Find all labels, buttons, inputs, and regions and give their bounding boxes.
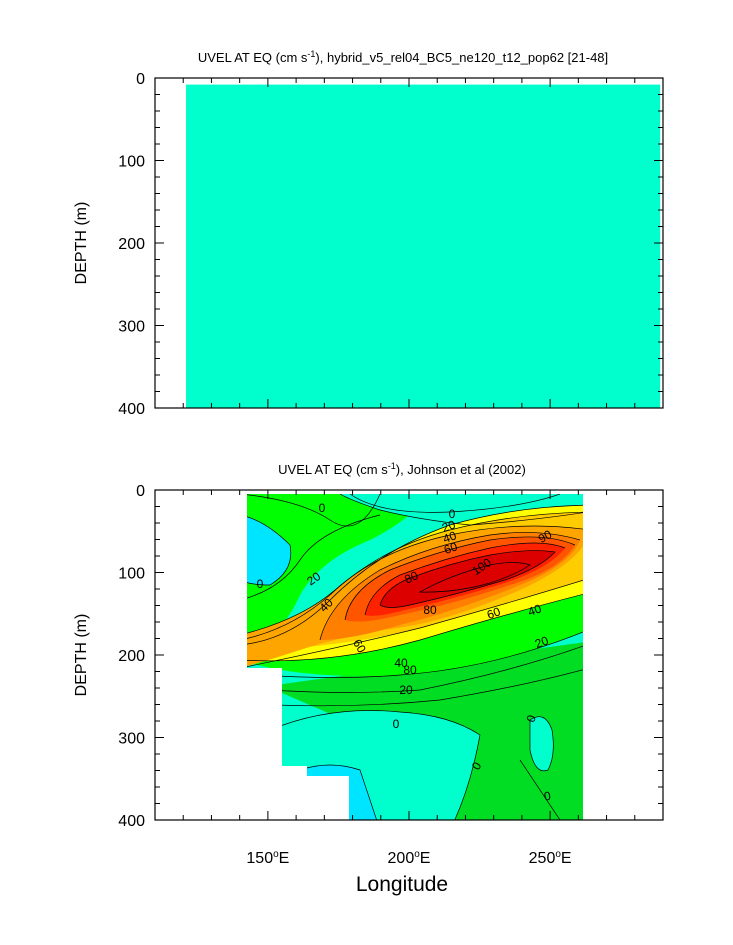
panel-top-fill (186, 84, 661, 408)
contour-label: 0 (319, 501, 326, 515)
ytick-label: 100 (118, 566, 145, 583)
panel-bottom-xlabel: Longitude (356, 873, 448, 896)
panel-top-title: UVEL AT EQ (cm s-1), hybrid_v5_rel04_BC5… (198, 49, 608, 65)
contour-label: 90 (536, 527, 555, 546)
contour-label: 80 (402, 568, 420, 586)
panel-bottom: UVEL AT EQ (cm s-1), Johnson et al (2002… (73, 461, 664, 896)
ytick-label: 0 (136, 483, 145, 500)
panel-top: UVEL AT EQ (cm s-1), hybrid_v5_rel04_BC5… (73, 49, 664, 418)
contour-label: 80 (423, 603, 437, 617)
ytick-label: 0 (136, 71, 145, 88)
ytick-label: 400 (118, 813, 145, 830)
contour-label: 80 (403, 663, 417, 677)
ytick-label: 300 (118, 319, 145, 336)
contour-label: 40 (441, 528, 459, 546)
contour-label: 0 (543, 789, 552, 804)
panel-top-ylabel: DEPTH (m) (73, 202, 90, 285)
ytick-label: 200 (118, 648, 145, 665)
panel-top-ticks: 0 100 200 300 400 (118, 71, 663, 418)
ytick-label: 300 (118, 731, 145, 748)
contour-label: 0 (449, 507, 456, 521)
contour-lines (247, 494, 583, 820)
contour-label: 60 (485, 604, 503, 622)
ytick-label: 200 (118, 236, 145, 253)
xtick-label: 250oE (529, 849, 572, 867)
contour-label: 20 (440, 517, 458, 535)
contour-label: 20 (399, 683, 413, 697)
ytick-label: 400 (118, 401, 145, 418)
xtick-label: 200oE (388, 849, 431, 867)
contour-label: 0 (393, 717, 400, 731)
contour-label: 20 (533, 633, 551, 651)
ytick-label: 100 (118, 154, 145, 171)
band-neg-right (530, 716, 554, 771)
contour-label: 0 (257, 577, 264, 591)
contour-field (247, 494, 583, 820)
band-top-blue (247, 515, 291, 585)
contour-label: 40 (526, 601, 544, 619)
xtick-label: 150oE (246, 849, 289, 867)
panel-bottom-title: UVEL AT EQ (cm s-1), Johnson et al (2002… (278, 461, 526, 477)
contour-label: 0 (524, 713, 540, 724)
contour-label: 40 (394, 656, 408, 670)
band-core (380, 550, 555, 608)
contour-label: 60 (442, 539, 460, 557)
band-20-a (247, 494, 430, 655)
panel-bottom-ylabel: DEPTH (m) (73, 614, 90, 697)
contour-label: 60 (350, 637, 369, 656)
